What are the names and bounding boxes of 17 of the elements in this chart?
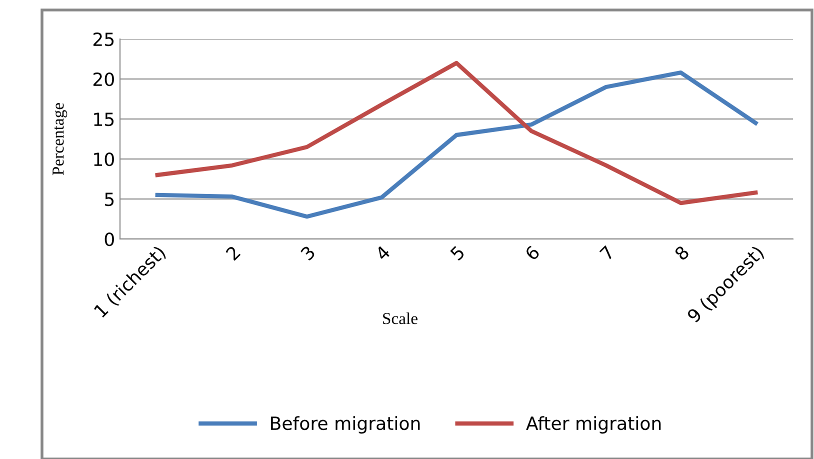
x-tick-label: 5 bbox=[450, 245, 466, 261]
x-tick-label: 8 bbox=[674, 244, 690, 261]
x-tick-label: 7 bbox=[599, 245, 615, 261]
x-tick-label: 2 bbox=[225, 245, 241, 261]
y-tick-label: 0 bbox=[104, 232, 114, 246]
x-tick-label: 6 bbox=[524, 244, 540, 261]
y-tick-label: 10 bbox=[94, 152, 114, 166]
y-tick-label: 25 bbox=[93, 32, 114, 46]
x-tick-label: 3 bbox=[300, 245, 316, 261]
y-tick-label: 15 bbox=[94, 112, 114, 126]
x-axis-title: Scale bbox=[383, 312, 418, 324]
legend-label: Before migration bbox=[271, 416, 420, 434]
legend-label: After migration bbox=[526, 416, 661, 434]
y-tick-label: 20 bbox=[93, 72, 114, 86]
y-tick-label: 5 bbox=[105, 192, 114, 206]
y-axis-title: Percentage bbox=[52, 103, 68, 176]
x-tick-label: 4 bbox=[374, 244, 391, 262]
